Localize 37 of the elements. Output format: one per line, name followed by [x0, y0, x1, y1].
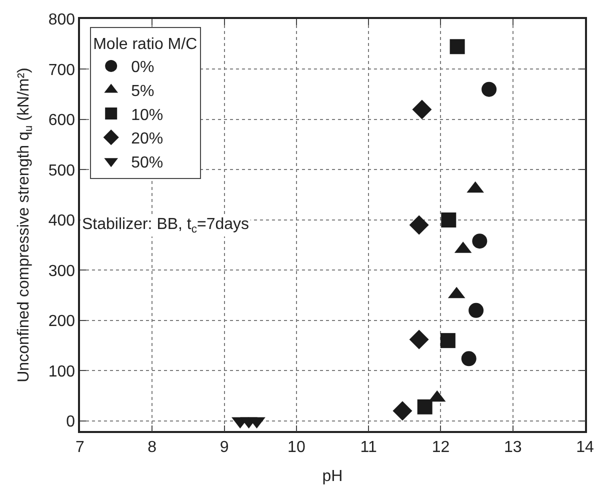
- x-tick-label: 12: [432, 438, 450, 456]
- point: [440, 333, 456, 348]
- y-tick-label: 600: [48, 112, 76, 130]
- x-tick-label: 9: [220, 438, 229, 456]
- x-tick-label: 14: [576, 438, 594, 456]
- y-tick-label: 400: [48, 212, 76, 230]
- legend-title: Mole ratio M/C: [93, 36, 198, 54]
- point: [412, 100, 432, 120]
- legend-label: 20%: [131, 130, 164, 148]
- x-axis-title: pH: [322, 468, 343, 486]
- y-tick-label: 500: [48, 162, 76, 180]
- point: [409, 330, 429, 350]
- point: [409, 215, 429, 235]
- y-tick-label: 800: [48, 12, 76, 29]
- point: [461, 351, 476, 366]
- point: [468, 302, 484, 318]
- x-tick-label: 8: [148, 438, 157, 456]
- y-tick-label: 300: [48, 262, 76, 280]
- y-tick-label: 0: [66, 414, 76, 431]
- y-tick-label: 100: [48, 363, 76, 380]
- x-tick-label: 11: [360, 438, 377, 456]
- point: [417, 399, 432, 414]
- x-tick-label: 13: [504, 438, 522, 456]
- legend-label: 0%: [131, 59, 154, 76]
- annotation: Stabilizer: BB, t$_{c}$=7days: [82, 216, 250, 236]
- point: [472, 234, 488, 249]
- y-tick-label: 700: [48, 62, 76, 79]
- legend-label: 50%: [131, 154, 164, 172]
- point: [441, 212, 456, 228]
- x-tick-label: 10: [288, 438, 306, 456]
- y-tick-label: 200: [48, 313, 76, 330]
- legend-label: 5%: [131, 82, 154, 100]
- point: [392, 401, 412, 421]
- point: [450, 39, 465, 54]
- point: [482, 82, 497, 97]
- legend-label: 10%: [131, 106, 164, 124]
- x-tick-label: 7: [76, 438, 85, 456]
